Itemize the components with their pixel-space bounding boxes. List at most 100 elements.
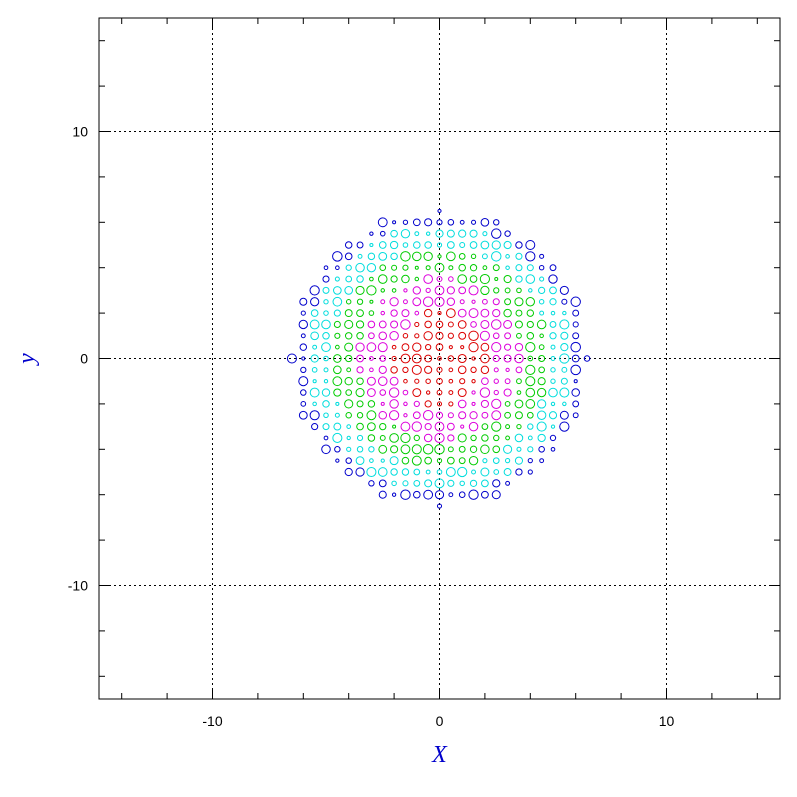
data-point bbox=[344, 319, 354, 330]
data-point bbox=[460, 424, 465, 429]
data-point bbox=[355, 456, 365, 466]
data-point bbox=[482, 458, 488, 464]
data-point bbox=[346, 367, 352, 373]
data-point bbox=[309, 285, 320, 296]
data-point bbox=[436, 242, 443, 248]
data-point bbox=[355, 285, 365, 295]
data-point bbox=[369, 242, 374, 248]
data-point bbox=[435, 331, 444, 340]
data-point bbox=[389, 376, 399, 386]
data-point bbox=[369, 367, 374, 373]
data-point bbox=[367, 434, 376, 442]
data-point bbox=[380, 310, 385, 316]
data-point bbox=[550, 356, 556, 361]
data-point bbox=[481, 434, 489, 442]
axis-ticks bbox=[99, 18, 780, 699]
data-point bbox=[516, 287, 522, 294]
data-point bbox=[516, 390, 522, 395]
data-point bbox=[479, 273, 491, 285]
data-point bbox=[390, 468, 398, 476]
data-point bbox=[505, 480, 511, 486]
data-point bbox=[434, 478, 445, 489]
data-point bbox=[379, 422, 387, 431]
data-point bbox=[424, 365, 433, 374]
data-point bbox=[492, 308, 501, 318]
data-point bbox=[311, 367, 318, 373]
data-point bbox=[323, 412, 329, 419]
data-point bbox=[436, 503, 443, 509]
data-point bbox=[514, 399, 524, 409]
data-point bbox=[400, 421, 411, 432]
data-point bbox=[457, 353, 467, 364]
data-point bbox=[435, 343, 444, 351]
data-point bbox=[309, 319, 320, 330]
data-point bbox=[391, 480, 397, 487]
data-point bbox=[537, 399, 547, 409]
data-point bbox=[412, 286, 421, 295]
data-point bbox=[514, 433, 524, 443]
data-point bbox=[425, 390, 431, 395]
data-point bbox=[412, 411, 421, 420]
data-point bbox=[503, 274, 512, 284]
data-point bbox=[414, 378, 420, 384]
data-point bbox=[344, 467, 353, 477]
data-point bbox=[493, 389, 499, 396]
data-point bbox=[572, 321, 579, 328]
data-point bbox=[504, 230, 511, 237]
data-point bbox=[401, 309, 410, 318]
data-point bbox=[480, 444, 490, 455]
data-point bbox=[332, 251, 343, 262]
data-point bbox=[549, 298, 557, 306]
data-point bbox=[537, 387, 547, 398]
data-point bbox=[571, 354, 580, 363]
data-point bbox=[515, 309, 523, 317]
data-point bbox=[481, 423, 489, 430]
data-point bbox=[504, 378, 511, 385]
data-point bbox=[447, 355, 455, 362]
data-point bbox=[493, 367, 499, 373]
data-point bbox=[379, 230, 386, 237]
data-point bbox=[492, 354, 500, 363]
data-point bbox=[457, 433, 467, 443]
data-point bbox=[389, 240, 399, 250]
data-point bbox=[392, 424, 397, 429]
data-point bbox=[368, 480, 375, 487]
data-point bbox=[560, 377, 568, 385]
data-point bbox=[332, 296, 343, 307]
data-point bbox=[505, 254, 510, 259]
data-point bbox=[412, 251, 422, 262]
data-point bbox=[379, 355, 387, 362]
data-point bbox=[457, 320, 467, 329]
data-point bbox=[422, 410, 434, 421]
data-point bbox=[525, 341, 536, 353]
data-point bbox=[504, 343, 512, 351]
data-point bbox=[571, 388, 580, 397]
data-point bbox=[356, 434, 364, 442]
y-tick-label: -10 bbox=[68, 578, 88, 594]
data-point bbox=[424, 241, 432, 249]
data-point bbox=[479, 330, 490, 341]
data-point bbox=[402, 366, 409, 374]
data-point bbox=[389, 433, 399, 443]
data-point bbox=[469, 479, 478, 487]
data-point bbox=[391, 355, 397, 362]
data-point bbox=[321, 342, 331, 353]
data-point bbox=[492, 457, 500, 464]
data-point bbox=[400, 432, 411, 444]
data-point bbox=[559, 410, 569, 420]
data-point bbox=[458, 263, 466, 272]
data-point bbox=[380, 401, 385, 406]
data-point bbox=[515, 468, 523, 476]
data-point bbox=[445, 467, 456, 477]
data-point bbox=[412, 218, 421, 227]
data-point bbox=[570, 341, 581, 353]
data-point bbox=[300, 389, 307, 396]
data-point bbox=[470, 253, 477, 260]
data-point bbox=[423, 274, 433, 284]
data-point bbox=[300, 310, 306, 316]
x-tick-label: -10 bbox=[202, 713, 222, 729]
data-point bbox=[333, 354, 342, 363]
data-point bbox=[424, 456, 433, 465]
data-point bbox=[366, 376, 376, 386]
data-point bbox=[469, 275, 478, 283]
